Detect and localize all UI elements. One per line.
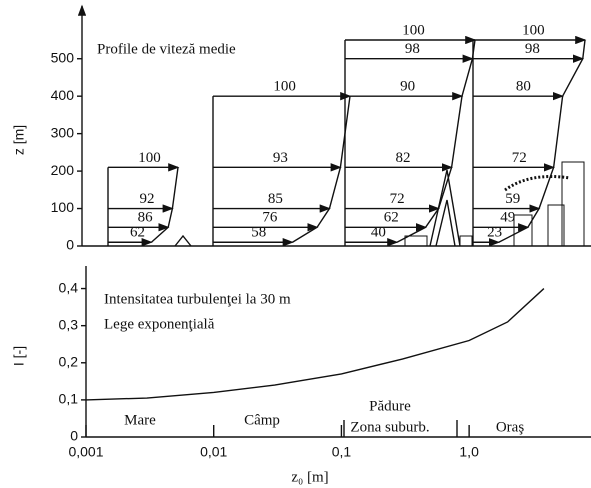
velocity-label: 59: [505, 191, 520, 207]
velocity-label: 72: [512, 150, 527, 166]
x-tick-label: 0,01: [200, 444, 227, 460]
y-tick-label: 0: [70, 428, 78, 444]
y-tick-label: 300: [51, 124, 75, 140]
bottom-title: Intensitatea turbulenţei la 30 m: [104, 291, 291, 307]
y-tick-label: 0,1: [59, 391, 79, 407]
y-tick-label: 100: [51, 199, 75, 215]
profile-curve: [292, 96, 350, 242]
velocity-label: 72: [390, 191, 405, 207]
y-tick-label: 0: [66, 237, 74, 253]
velocity-label: 98: [405, 41, 420, 57]
velocity-label: 86: [138, 210, 154, 226]
x-tick-label: 1,0: [459, 444, 479, 460]
velocity-label: 76: [262, 210, 278, 226]
y-tick-label: 400: [51, 87, 75, 103]
y-tick-label: 0,2: [59, 353, 79, 369]
profile-curve: [151, 167, 178, 242]
velocity-label: 62: [384, 210, 399, 226]
velocity-label: 93: [273, 150, 288, 166]
region-label: Mare: [124, 412, 156, 428]
x-tick-label: 0,001: [68, 444, 103, 460]
velocity-label: 92: [139, 191, 154, 207]
figure: Profile de viteză medie z [m] Intensitat…: [0, 0, 591, 488]
velocity-label: 85: [268, 191, 283, 207]
velocity-label: 80: [516, 79, 531, 95]
velocity-label: 82: [395, 150, 410, 166]
region-label: Oraş: [496, 419, 524, 435]
velocity-label: 98: [525, 41, 540, 57]
profile-curve: [397, 40, 475, 242]
y-tick-label: 0,3: [59, 316, 79, 332]
velocity-label: 90: [400, 79, 415, 95]
region-label: Câmp: [244, 412, 280, 428]
top-y-label: z [m]: [11, 125, 27, 155]
x-tick-label: 0,1: [332, 444, 352, 460]
velocity-label: 100: [273, 79, 296, 95]
velocity-label: 49: [500, 210, 515, 226]
y-tick-label: 200: [51, 162, 75, 178]
y-tick-label: 500: [51, 49, 75, 65]
region-label: Pădure: [369, 398, 411, 414]
bottom-y-label: I [-]: [11, 346, 27, 366]
y-tick-label: 0,4: [59, 279, 79, 295]
velocity-label: 100: [402, 22, 425, 38]
velocity-label: 100: [138, 150, 161, 166]
velocity-label: 100: [522, 22, 545, 38]
bottom-subtitle: Lege exponenţială: [104, 316, 215, 332]
top-title: Profile de viteză medie: [97, 41, 236, 57]
region-label: Zona suburb.: [350, 419, 429, 435]
bottom-x-label: z₀ [m]: [291, 469, 328, 485]
